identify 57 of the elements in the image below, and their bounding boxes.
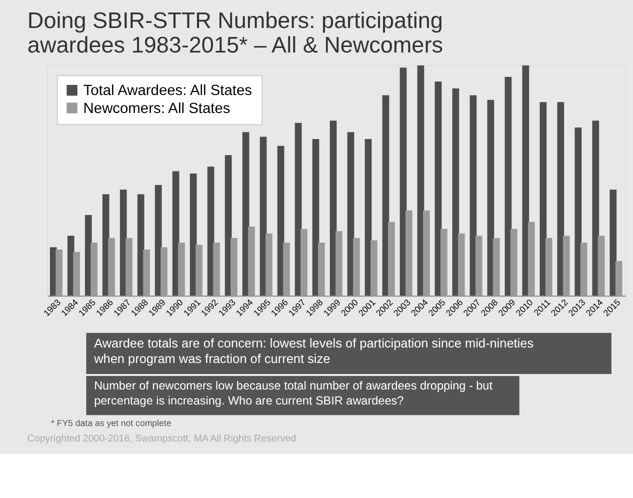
bar xyxy=(172,171,180,296)
bar xyxy=(458,233,465,296)
bar xyxy=(545,238,552,296)
bar xyxy=(434,81,442,296)
bar xyxy=(574,127,582,296)
bar xyxy=(318,242,325,296)
bar xyxy=(56,250,62,296)
bar xyxy=(452,88,460,296)
bar xyxy=(598,236,605,296)
bar xyxy=(73,252,80,296)
bar xyxy=(90,242,98,296)
bar xyxy=(300,228,308,296)
bar xyxy=(405,210,412,296)
bar xyxy=(312,139,320,296)
bar xyxy=(266,233,272,296)
bar xyxy=(336,231,342,296)
legend-label: Newcomers: All States xyxy=(83,100,230,117)
bar xyxy=(562,236,570,296)
bar xyxy=(160,247,168,296)
bar xyxy=(510,228,518,296)
bar xyxy=(388,222,395,296)
bar xyxy=(137,194,144,296)
text: Copyrighted 2000-2016, Swampscott, MA All Rights Reserved xyxy=(27,434,296,445)
legend-label: Total Awardees: All States xyxy=(83,83,252,100)
bar xyxy=(353,238,360,296)
bar xyxy=(213,242,220,296)
bar xyxy=(370,240,378,296)
bar xyxy=(470,95,477,296)
bar xyxy=(615,261,622,296)
bar xyxy=(528,222,535,296)
bar xyxy=(154,185,162,296)
bar xyxy=(143,250,150,296)
chart-title: Doing SBIR-STTR Numbers: participating awardees 1983-2015* – All & Newcomers xyxy=(27,8,443,58)
bar xyxy=(364,139,372,296)
text: Number of newcomers low because total number of awardees dropping - but percentage is increasing. Who are current SBIR awardees? xyxy=(94,380,494,408)
bar xyxy=(540,102,547,296)
bar xyxy=(196,244,202,296)
bar xyxy=(230,238,238,296)
bar xyxy=(178,242,185,296)
bar xyxy=(347,132,354,296)
bar xyxy=(126,238,132,296)
bar xyxy=(557,102,564,296)
bar xyxy=(475,236,482,296)
bar xyxy=(248,226,255,296)
bar xyxy=(580,242,588,296)
bar xyxy=(504,76,512,296)
bar xyxy=(487,100,494,296)
bar xyxy=(440,228,448,296)
text: * FY5 data as yet not complete xyxy=(50,418,172,428)
text: Awardee totals are of concern: lowest levels of participation since mid-nineties when program was fraction of current size xyxy=(93,336,534,366)
bar xyxy=(522,65,530,296)
bar xyxy=(422,210,430,296)
bar xyxy=(108,238,115,296)
bar xyxy=(283,242,290,296)
bar xyxy=(592,120,600,296)
bar xyxy=(492,238,500,296)
bar xyxy=(610,190,617,296)
